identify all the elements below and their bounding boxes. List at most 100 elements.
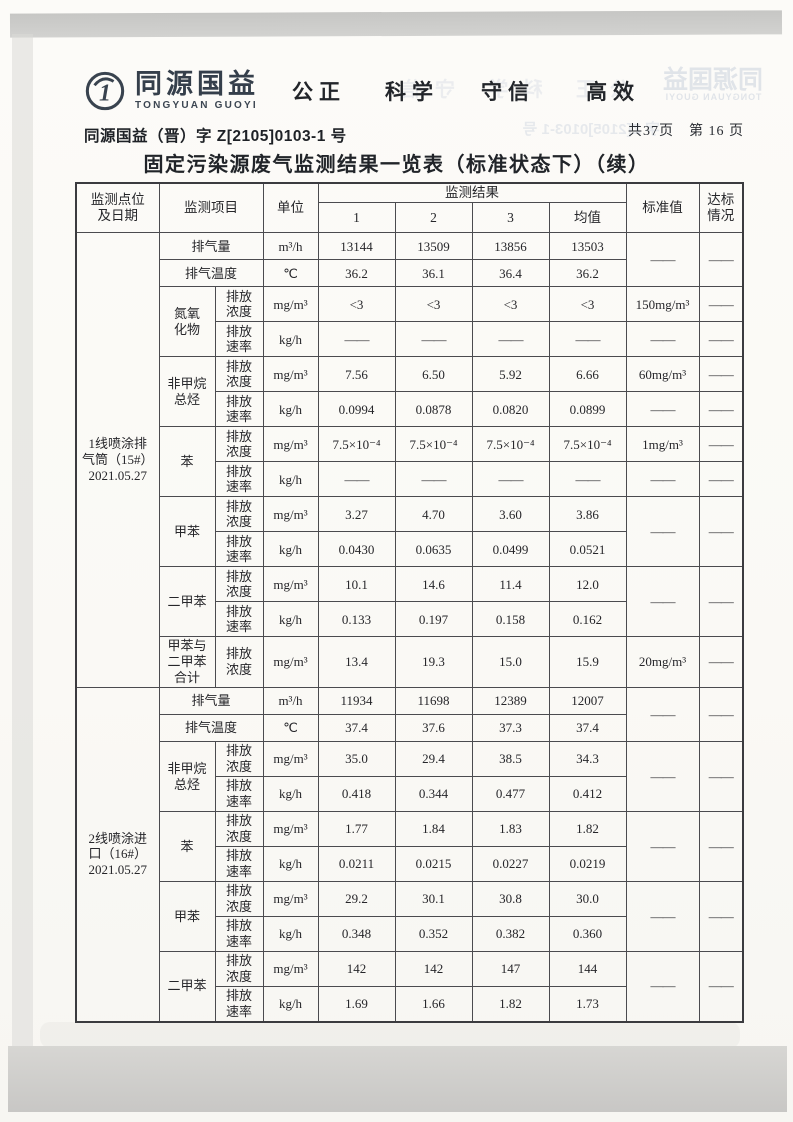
status-cell: —— xyxy=(698,687,744,743)
value-cell: 0.348 xyxy=(317,916,396,953)
standard-cell: —— xyxy=(625,232,700,288)
value-cell: 142 xyxy=(394,951,473,988)
value-cell: 29.4 xyxy=(394,741,473,778)
value-cell: —— xyxy=(548,321,627,358)
slogan-item: 高效 xyxy=(586,81,640,104)
value-cell: 1.77 xyxy=(317,811,396,848)
value-cell: 7.5×10⁻⁴ xyxy=(548,426,627,463)
value-cell: 7.5×10⁻⁴ xyxy=(471,426,550,463)
company-logo: 1 同源国益 TONGYUAN GUOYI xyxy=(84,70,259,112)
value-cell: 35.0 xyxy=(317,741,396,778)
status-cell: —— xyxy=(698,496,744,568)
scan-strip-left xyxy=(12,34,33,1046)
scan-band-top xyxy=(9,10,783,38)
value-cell: 7.56 xyxy=(317,356,396,393)
value-cell: 0.0521 xyxy=(548,531,627,568)
svg-text:1: 1 xyxy=(99,81,111,107)
sub-item-cell: 排放 浓度 xyxy=(214,286,264,323)
value-cell: 12.0 xyxy=(548,566,627,603)
value-cell: 0.0635 xyxy=(394,531,473,568)
logo-subtext: TONGYUAN GUOYI xyxy=(135,100,258,111)
value-cell: 6.50 xyxy=(394,356,473,393)
sub-item-cell: 排放 速率 xyxy=(214,916,264,953)
value-cell: 11934 xyxy=(317,687,396,716)
table-row: 排放 速率 kg/h 1.69 1.66 1.82 1.73 xyxy=(76,986,743,1023)
item-cell: 排气温度 xyxy=(158,714,264,743)
value-cell: 1.82 xyxy=(548,811,627,848)
standard-cell: —— xyxy=(625,741,700,813)
status-cell: —— xyxy=(698,426,744,463)
value-cell: 0.352 xyxy=(394,916,473,953)
table-row: 排气温度 ℃ 37.4 37.6 37.3 37.4 xyxy=(76,714,743,743)
value-cell: 15.0 xyxy=(471,636,550,689)
ghost-logo-subtext: TONGYUAN GUOYI xyxy=(664,92,762,102)
slogan-item: 守信 xyxy=(481,81,535,104)
item-cell: 二甲苯 xyxy=(158,566,216,638)
unit-cell: mg/m³ xyxy=(262,286,319,323)
table-row: 二甲苯 排放 浓度 mg/m³ 10.1 14.6 11.4 12.0 —— —— xyxy=(76,566,744,638)
unit-cell: mg/m³ xyxy=(262,356,319,393)
unit-cell: mg/m³ xyxy=(262,636,319,689)
table-row: 甲苯 排放 浓度 mg/m³ 3.27 4.70 3.60 3.86 —— —— xyxy=(76,496,744,568)
item-cell: 非甲烷 总烃 xyxy=(158,741,216,813)
unit-cell: mg/m³ xyxy=(262,741,319,778)
unit-cell: ℃ xyxy=(262,714,319,743)
value-cell: 0.0430 xyxy=(317,531,396,568)
standard-cell: —— xyxy=(625,881,700,953)
value-cell: 30.0 xyxy=(548,881,627,918)
value-cell: <3 xyxy=(471,286,550,323)
unit-cell: kg/h xyxy=(262,916,319,953)
value-cell: 1.84 xyxy=(394,811,473,848)
unit-cell: mg/m³ xyxy=(262,496,319,533)
table-row: 排放 速率 kg/h —— —— —— —— —— —— xyxy=(76,461,744,498)
bleed-through-artifact: 字 Z[2105]0103-1 号 xyxy=(522,121,660,138)
header-result-avg-cell: 均值 xyxy=(548,202,627,234)
item-cell: 甲苯 xyxy=(158,496,216,568)
value-cell: 36.2 xyxy=(317,259,396,288)
table-row: 2线喷涂进 口（16#） 2021.05.27 排气量 m³/h 11934 11698… xyxy=(75,687,744,1023)
value-cell: 142 xyxy=(317,951,396,988)
page-count: 共37页 第 16 页 xyxy=(628,124,744,139)
table-row: 氮氧 化物 排放 浓度 mg/m³ <3 <3 <3 <3 150mg/m³ —— xyxy=(76,286,744,358)
table-row: 非甲烷 总烃 排放 浓度 mg/m³ 35.0 29.4 38.5 34.3 —— —— xyxy=(76,741,744,813)
unit-cell: kg/h xyxy=(262,601,319,638)
standard-cell: 20mg/m³ xyxy=(625,636,700,689)
table-row: 排气温度 ℃ 36.2 36.1 36.4 36.2 xyxy=(76,259,743,288)
monitoring-point-cell: 1线喷涂排 气筒（15#） 2021.05.27 xyxy=(75,232,160,689)
value-cell: 13503 xyxy=(548,232,627,261)
value-cell: 34.3 xyxy=(548,741,627,778)
value-cell: <3 xyxy=(317,286,396,323)
sub-item-cell: 排放 速率 xyxy=(214,846,264,883)
value-cell: 1.66 xyxy=(394,986,473,1023)
unit-cell: m³/h xyxy=(262,687,319,716)
table-row: 甲苯与 二甲苯 合计 排放 浓度 mg/m³ 13.4 19.3 15.0 15.9 20mg… xyxy=(76,636,744,689)
value-cell: 13856 xyxy=(471,232,550,261)
unit-cell: mg/m³ xyxy=(262,811,319,848)
sub-item-cell: 排放 速率 xyxy=(214,986,264,1023)
item-cell: 甲苯 xyxy=(158,881,216,953)
standard-cell: —— xyxy=(625,321,700,358)
standard-cell: —— xyxy=(625,391,700,428)
status-cell: —— xyxy=(698,286,744,323)
sub-item-cell: 排放 速率 xyxy=(214,531,264,568)
value-cell: 0.382 xyxy=(471,916,550,953)
value-cell: —— xyxy=(471,321,550,358)
sub-item-cell: 排放 浓度 xyxy=(214,951,264,988)
value-cell: —— xyxy=(548,461,627,498)
value-cell: —— xyxy=(471,461,550,498)
unit-cell: m³/h xyxy=(262,232,319,261)
slogan-item: 公正 xyxy=(292,81,346,104)
value-cell: 0.0878 xyxy=(394,391,473,428)
status-cell: —— xyxy=(698,356,744,393)
standard-cell: —— xyxy=(625,496,700,568)
value-cell: 10.1 xyxy=(317,566,396,603)
table-row: 排放 速率 kg/h 0.348 0.352 0.382 0.360 xyxy=(76,916,743,953)
unit-cell: ℃ xyxy=(262,259,319,288)
scan-smudge xyxy=(40,1022,740,1048)
standard-cell: —— xyxy=(625,461,700,498)
unit-cell: mg/m³ xyxy=(262,951,319,988)
value-cell: 1.83 xyxy=(471,811,550,848)
standard-cell: —— xyxy=(625,811,700,883)
results-table-body: 1线喷涂排 气筒（15#） 2021.05.27 排气量 m³/h 13144 1350… xyxy=(75,232,744,1023)
value-cell: 0.418 xyxy=(317,776,396,813)
